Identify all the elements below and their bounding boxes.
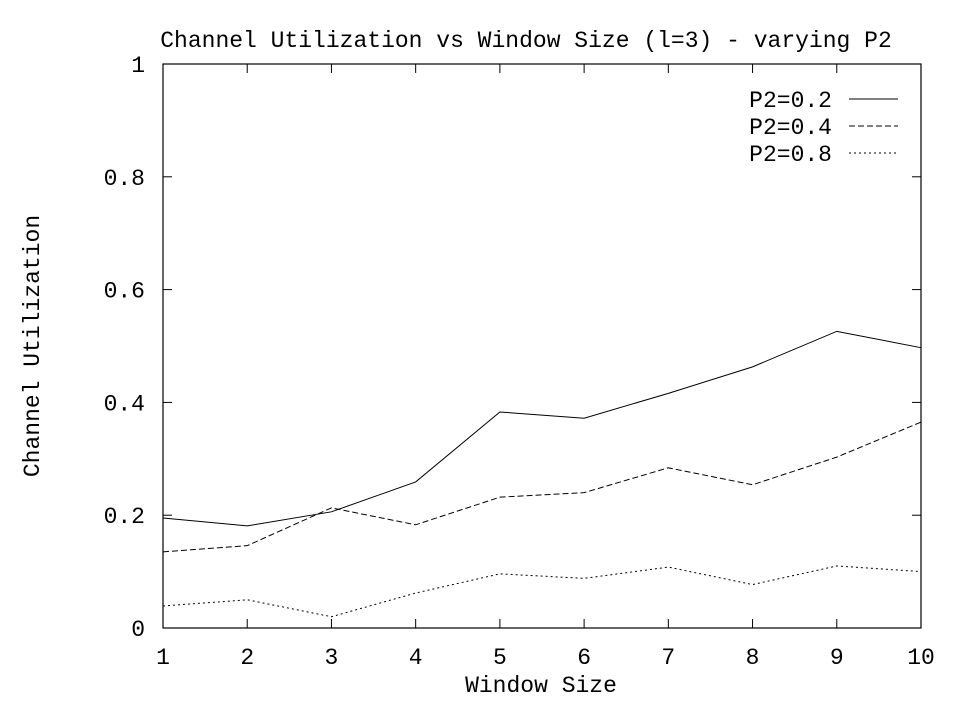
x-tick-label: 2 <box>240 645 254 671</box>
series-line-1 <box>162 421 922 553</box>
legend-label: P2=0.8 <box>749 142 832 168</box>
x-axis-label: Window Size <box>465 673 617 699</box>
y-tick-label: 0.8 <box>104 166 145 192</box>
x-tick-label: 3 <box>325 645 339 671</box>
series-line-2 <box>162 565 922 618</box>
y-tick-label: 0 <box>131 617 145 643</box>
x-tick-label: 9 <box>830 645 844 671</box>
y-tick-label: 1 <box>131 53 145 79</box>
x-tick-label: 5 <box>493 645 507 671</box>
x-tick-label: 1 <box>156 645 170 671</box>
legend-label: P2=0.2 <box>749 88 832 114</box>
series-line-0 <box>162 330 922 527</box>
x-tick-label: 4 <box>409 645 423 671</box>
chart-title: Channel Utilization vs Window Size (l=3)… <box>160 28 892 54</box>
x-tick-label: 6 <box>577 645 591 671</box>
x-tick-label: 7 <box>661 645 675 671</box>
y-axis-label: Channel Utilization <box>20 215 46 477</box>
y-tick-label: 0.4 <box>104 391 145 417</box>
y-tick-label: 0.6 <box>104 279 145 305</box>
x-tick-label: 8 <box>746 645 760 671</box>
x-tick-label: 10 <box>907 645 935 671</box>
plot-frame <box>162 63 922 629</box>
legend-label: P2=0.4 <box>749 115 832 141</box>
plot-area: 1 2 3 4 5 6 7 8 9 10 0 0.2 0.4 0.6 0.8 1 P2=0.2P2=0.4P2=… <box>104 53 935 671</box>
y-tick-label: 0.2 <box>104 504 145 530</box>
